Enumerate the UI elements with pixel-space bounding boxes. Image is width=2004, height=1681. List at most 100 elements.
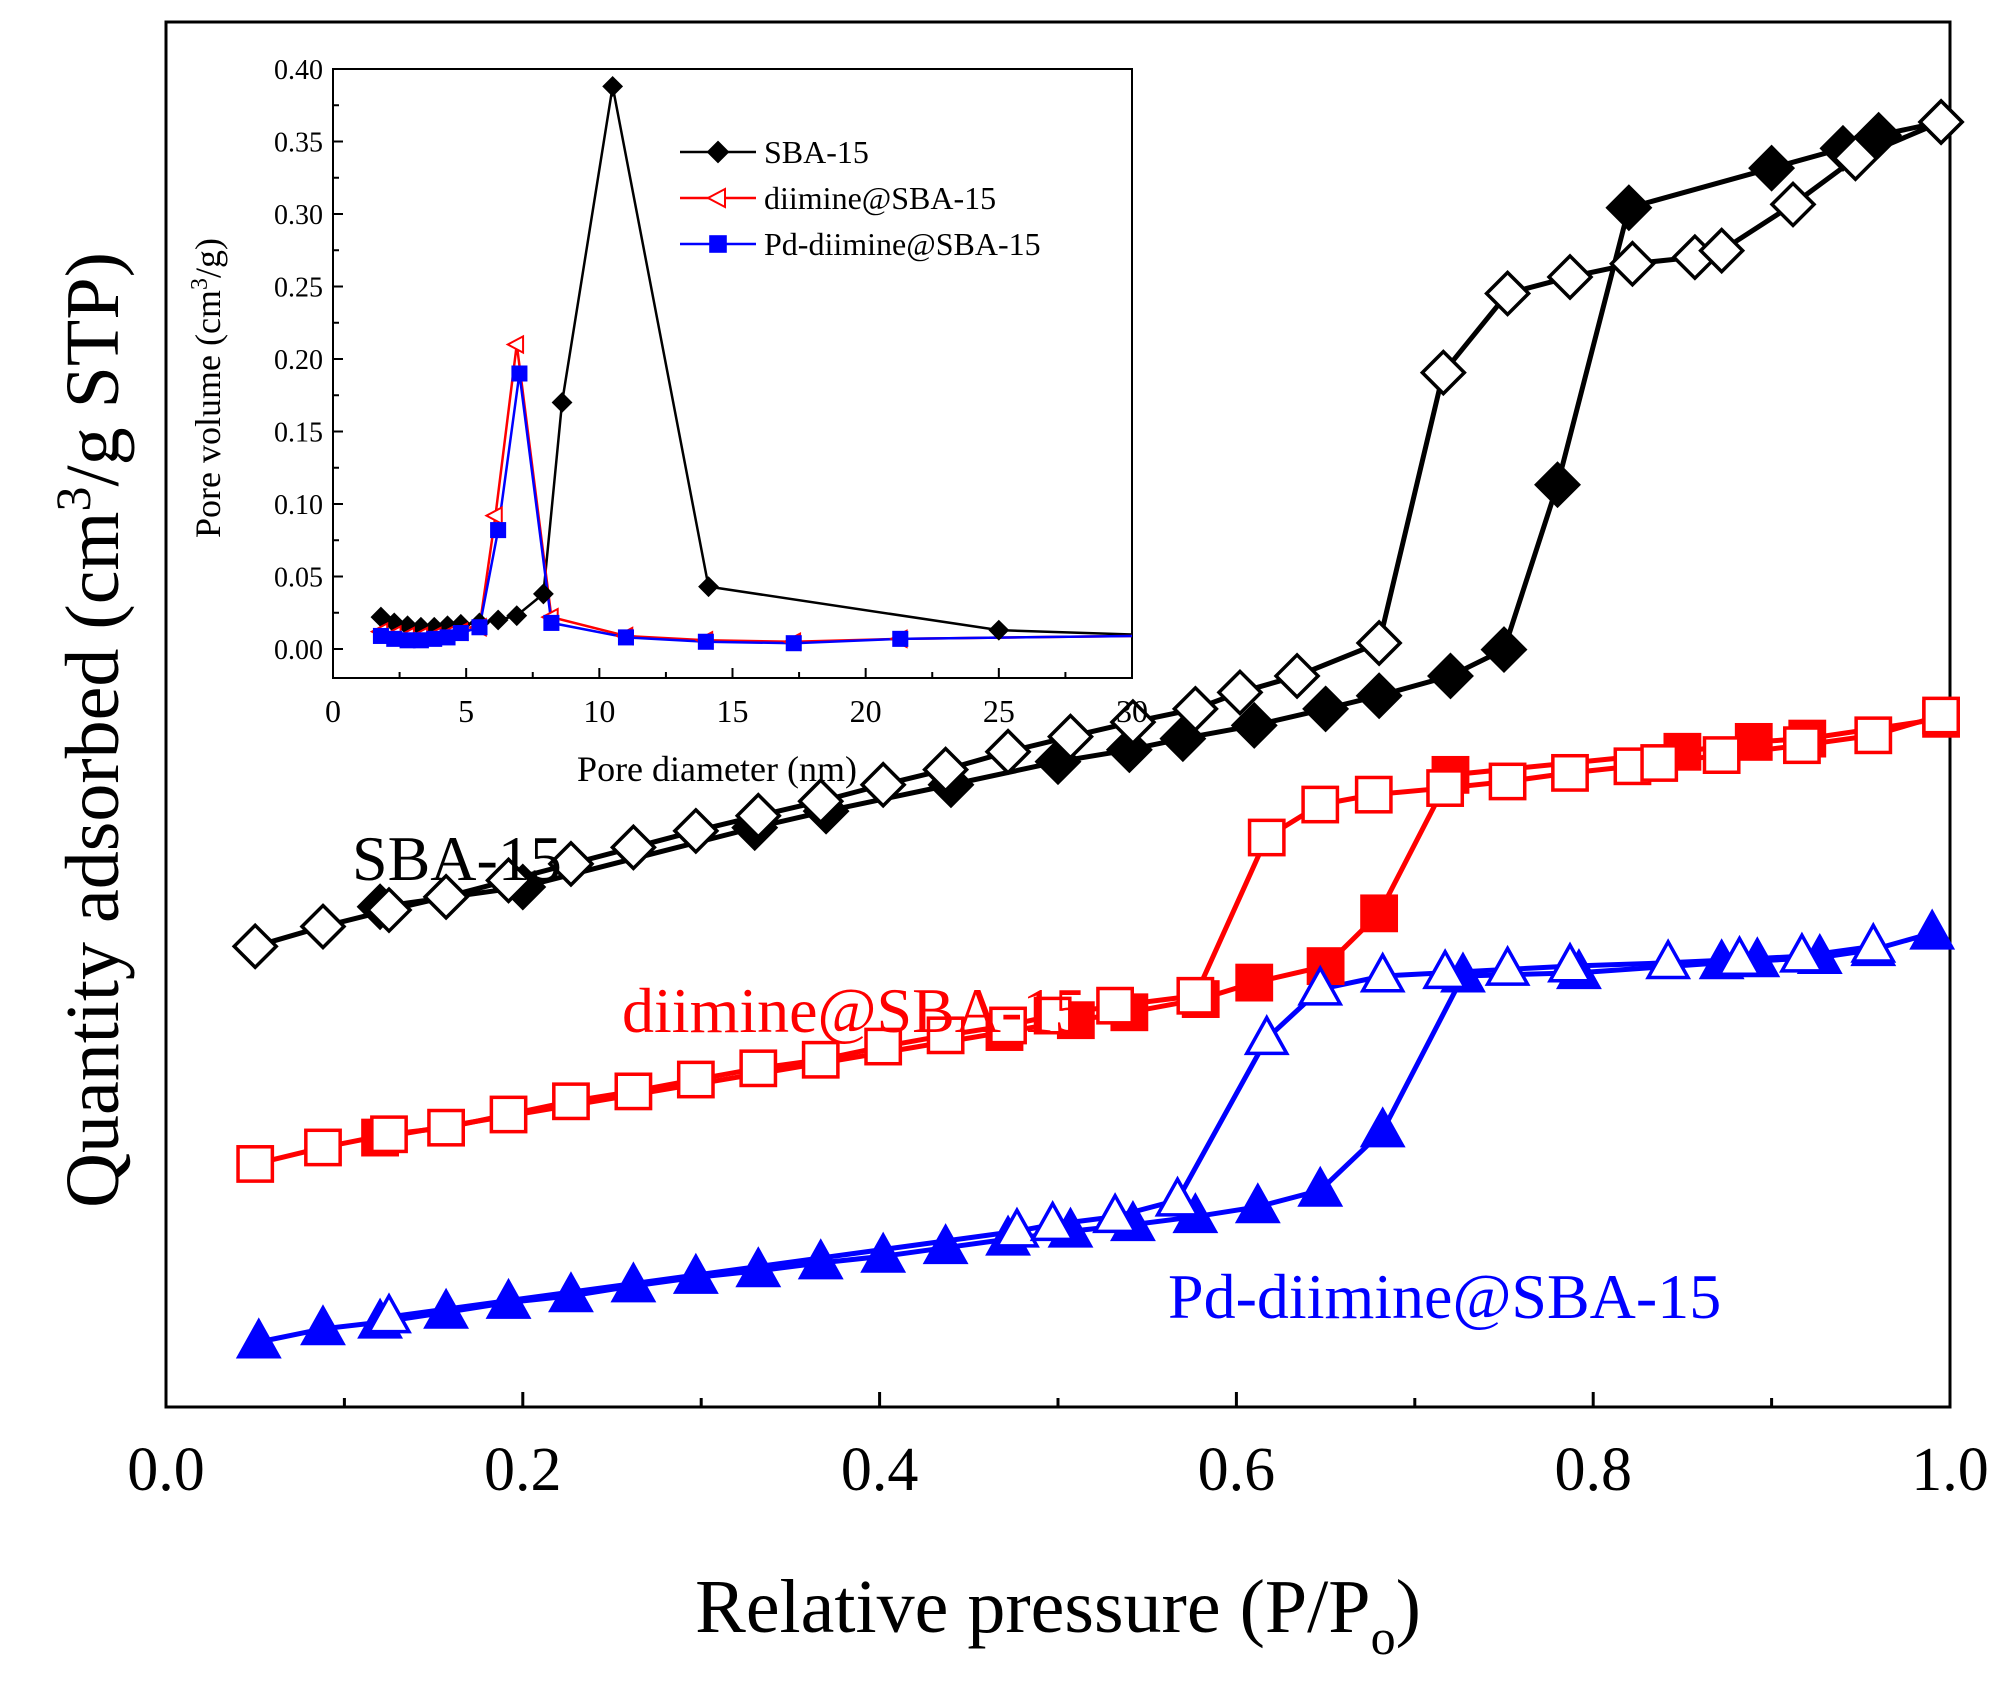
main-data-point: [370, 1115, 408, 1154]
inset-legend-label: Pd-diimine@SBA-15: [764, 226, 1041, 262]
inset-data-point: [372, 627, 389, 644]
main-data-point: [994, 1206, 1040, 1248]
inset-x-tick-label: 30: [1116, 693, 1148, 729]
inset-legend-marker: [709, 235, 727, 253]
main-data-point: [1427, 652, 1474, 700]
main-data-point: [1640, 744, 1679, 782]
main-data-point: [365, 886, 413, 934]
main-data-point: [1092, 1192, 1139, 1234]
main-data-point: [1547, 941, 1593, 983]
main-data-point: [1716, 934, 1763, 976]
inset-data-point: [452, 625, 469, 642]
main-data-point: [922, 1223, 969, 1265]
inset-series-group: [369, 75, 1133, 652]
main-data-point: [1422, 948, 1469, 990]
main-data-point: [485, 1277, 532, 1319]
label-sba15: SBA-15: [352, 823, 562, 894]
inset-y-tick-label: 0.25: [274, 273, 323, 304]
main-x-tick-label: 0.6: [1198, 1436, 1276, 1504]
main-data-point: [304, 1128, 342, 1167]
main-data-point: [235, 1317, 282, 1359]
main-data-point: [926, 1016, 965, 1055]
inset-y-tick-label: 0.40: [274, 55, 323, 86]
main-data-point: [1909, 908, 1956, 950]
inset-x-tick-label: 20: [850, 693, 882, 729]
main-series-line: [254, 119, 1943, 949]
inset-data-point: [487, 609, 509, 631]
main-data-point: [1216, 668, 1264, 716]
inset-legend-label: SBA-15: [764, 134, 869, 170]
main-data-point: [672, 1252, 719, 1294]
inset-data-point: [511, 365, 528, 382]
inset-series-line: [380, 344, 1133, 644]
main-data-point: [1534, 461, 1581, 509]
main-data-point: [1917, 98, 1965, 146]
inset-data-point: [490, 522, 507, 539]
inset-x-tick-label: 10: [583, 693, 615, 729]
main-data-point: [734, 792, 782, 840]
main-data-point: [1029, 1200, 1076, 1242]
main-data-point: [1769, 180, 1817, 228]
inset-x-tick-label: 15: [717, 693, 749, 729]
main-data-point: [1608, 240, 1656, 288]
inset-data-point: [602, 75, 624, 97]
inset-series-line: [380, 373, 1133, 645]
inset-data-point: [698, 576, 719, 598]
main-x-axis-title: Relative pressure (P/Po): [695, 1565, 1421, 1665]
main-x-tick-label: 0.4: [841, 1436, 919, 1504]
main-data-point: [1301, 785, 1340, 824]
main-data-point: [1154, 1175, 1201, 1217]
inset-y-tick-label: 0.05: [274, 563, 323, 594]
main-data-point: [1855, 111, 1903, 159]
main-series-line: [379, 119, 1942, 910]
main-data-point: [1484, 269, 1532, 317]
main-data-point: [422, 873, 470, 921]
main-data-point: [1297, 964, 1344, 1006]
main-data-point: [1480, 626, 1528, 674]
main-data-point: [1302, 685, 1350, 733]
inset-y-tick-label: 0.30: [274, 200, 323, 231]
main-data-point: [1171, 685, 1219, 733]
inset-y-tick-label: 0.10: [274, 490, 323, 521]
main-data-point: [1546, 253, 1594, 301]
label-diimine-sba15: diimine@SBA-15: [622, 975, 1086, 1046]
inset-x-tick-label: 0: [325, 693, 341, 729]
inset-axes: 0 5 10 15 20 25 30 0.00 0.05 0.10 0.15 0.20 0.25 0.30…: [274, 55, 1148, 729]
main-data-point: [1426, 769, 1465, 807]
main-data-point: [1783, 726, 1821, 765]
inset-legend-marker: [705, 187, 726, 209]
main-data-point: [1235, 963, 1274, 1002]
main-data-point: [236, 1145, 275, 1183]
main-data-point: [1273, 652, 1321, 700]
main-data-point: [1355, 672, 1403, 720]
main-data-point: [1551, 753, 1589, 792]
main-data-point: [1355, 619, 1403, 667]
main-data-point: [1734, 722, 1773, 761]
main-data-point: [1702, 736, 1741, 774]
main-x-tick-label: 0.8: [1554, 1436, 1632, 1504]
inset-data-point: [892, 630, 909, 647]
inset-data-point: [785, 635, 802, 652]
main-data-point: [984, 728, 1032, 776]
main-data-point: [797, 777, 845, 825]
inset-legend-label: diimine@SBA-15: [764, 180, 996, 216]
inset-legend: SBA-15 diimine@SBA-15 Pd-diimine@SBA-15: [680, 134, 1041, 262]
main-data-point: [676, 1060, 715, 1099]
main-data-point: [299, 903, 347, 951]
main-data-point: [614, 1072, 653, 1111]
main-data-point: [860, 1231, 907, 1273]
inset-data-point: [439, 629, 456, 646]
inset-data-point: [505, 334, 525, 355]
main-y-axis-title: Quantity adsorbed (cm3/g STP): [45, 252, 135, 1208]
main-data-point: [485, 856, 533, 904]
main-data-point: [427, 1108, 465, 1147]
inset-data-point: [551, 392, 573, 413]
inset-data-point: [399, 632, 416, 649]
inset-plot-frame: [332, 68, 1133, 679]
main-data-point: [1854, 716, 1893, 755]
main-data-point: [739, 1049, 778, 1088]
main-data-point: [1605, 184, 1653, 232]
main-data-point: [489, 1095, 528, 1134]
main-data-point: [1778, 931, 1825, 973]
main-data-point: [231, 922, 279, 970]
